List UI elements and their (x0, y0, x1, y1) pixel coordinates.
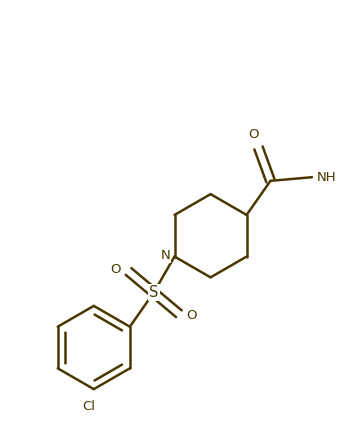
Text: S: S (149, 285, 158, 300)
Text: O: O (187, 309, 197, 322)
Text: O: O (248, 128, 258, 141)
Text: NH: NH (316, 171, 336, 184)
Text: O: O (111, 263, 121, 276)
Text: N: N (160, 249, 170, 262)
Text: Cl: Cl (82, 400, 95, 413)
